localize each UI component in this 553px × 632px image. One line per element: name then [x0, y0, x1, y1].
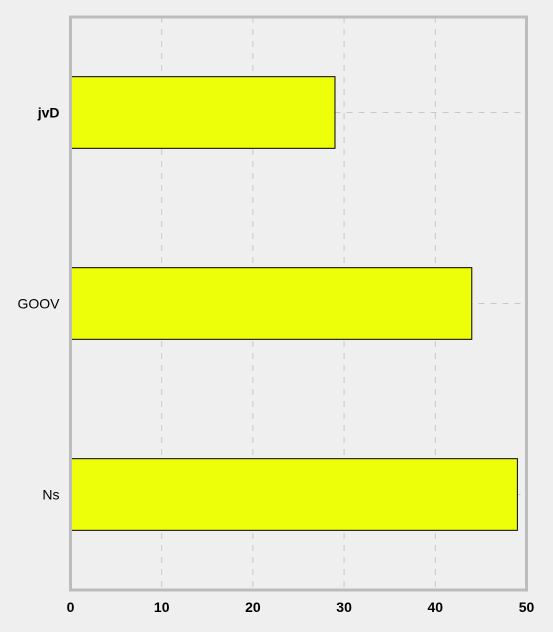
x-tick-labels: 0 10 20 30 40 50 [67, 599, 535, 615]
y-tick-label: GOOV [17, 296, 60, 312]
bars [70, 76, 518, 531]
x-tick-label: 30 [336, 599, 352, 615]
y-tick-label: jvD [37, 105, 60, 121]
x-tick-label: 20 [245, 599, 261, 615]
x-tick-label: 50 [519, 599, 535, 615]
bar-Ns [70, 458, 518, 531]
x-tick-label: 0 [67, 599, 75, 615]
bar-GOOV [70, 267, 473, 340]
bar-jvD [70, 76, 336, 149]
x-tick-label: 10 [154, 599, 170, 615]
x-tick-label: 40 [428, 599, 444, 615]
y-tick-labels: jvD GOOV Ns [17, 105, 60, 503]
plot-frame [69, 15, 528, 592]
y-tick-label: Ns [42, 487, 59, 503]
